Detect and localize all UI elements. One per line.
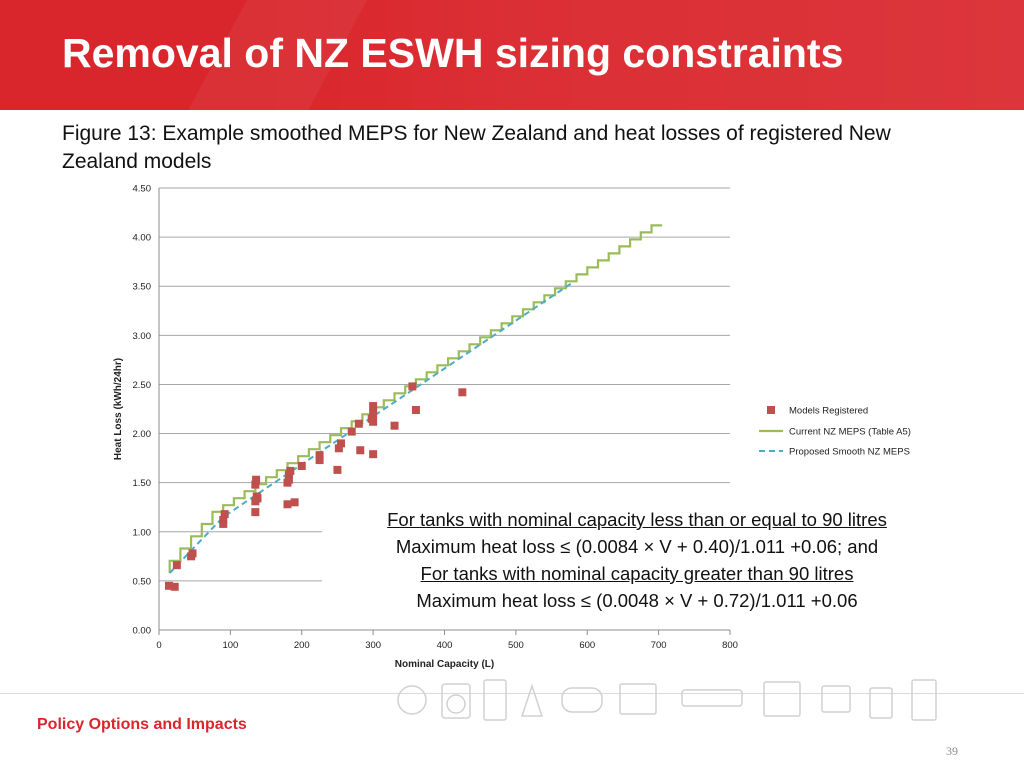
model-registered-point xyxy=(164,581,173,590)
y-tick-label: 1.50 xyxy=(133,478,152,489)
model-registered-point xyxy=(408,382,417,391)
y-tick-label: 2.50 xyxy=(133,380,152,391)
page-number: 39 xyxy=(946,744,958,758)
title-banner xyxy=(0,0,1024,110)
model-registered-point xyxy=(253,494,262,503)
figure-caption: Figure 13: Example smoothed MEPS for New… xyxy=(62,122,891,173)
footer-divider xyxy=(0,693,1024,694)
model-registered-point xyxy=(252,475,261,484)
appliance-icons-strip xyxy=(397,679,937,721)
legend-label-current: Current NZ MEPS (Table A5) xyxy=(789,427,911,438)
model-registered-point xyxy=(286,466,295,475)
model-registered-point xyxy=(188,549,197,558)
x-tick-label: 0 xyxy=(156,640,161,651)
equation-condition-small: For tanks with nominal capacity less tha… xyxy=(387,509,887,530)
heater-icon xyxy=(561,687,603,713)
model-registered-point xyxy=(390,421,399,430)
tv-icon xyxy=(619,683,657,715)
banner-appliance-pattern xyxy=(264,0,1024,110)
model-registered-point xyxy=(284,475,293,484)
x-tick-label: 500 xyxy=(508,640,524,651)
model-registered-point xyxy=(334,444,343,453)
cooker-icon xyxy=(911,679,937,721)
model-registered-point xyxy=(356,446,365,455)
model-registered-point xyxy=(297,461,306,470)
y-tick-label: 1.00 xyxy=(133,527,152,538)
x-tick-label: 200 xyxy=(294,640,310,651)
fridge-icon xyxy=(483,679,507,721)
equation-formula-small: Maximum heat loss ≤ (0.0084 × V + 0.40)/… xyxy=(395,536,879,557)
aircon-icon xyxy=(681,689,743,707)
legend-marker-models xyxy=(767,406,775,414)
model-registered-point xyxy=(219,515,228,524)
y-tick-label: 3.50 xyxy=(133,282,152,293)
globe-icon xyxy=(397,685,427,715)
legend-layer: Models Registered Current NZ MEPS (Table … xyxy=(759,406,911,458)
monitor-icon xyxy=(821,685,851,713)
y-tick-label: 2.00 xyxy=(133,429,152,440)
footer-section-label: Policy Options and Impacts xyxy=(37,716,247,733)
equation-condition-large: For tanks with nominal capacity greater … xyxy=(420,563,854,584)
x-tick-label: 100 xyxy=(222,640,238,651)
dryer-icon xyxy=(869,687,893,719)
model-registered-point xyxy=(283,500,292,509)
model-registered-point xyxy=(251,480,260,489)
y-tick-label: 3.00 xyxy=(133,331,152,342)
model-registered-point xyxy=(170,582,179,591)
model-registered-point xyxy=(354,419,363,428)
model-registered-point xyxy=(369,417,378,426)
model-registered-point xyxy=(458,388,467,397)
model-registered-point xyxy=(290,498,299,507)
x-tick-label: 600 xyxy=(579,640,595,651)
series-layer xyxy=(164,224,663,591)
model-registered-point xyxy=(172,561,181,570)
y-tick-label: 4.50 xyxy=(133,184,152,195)
y-tick-label: 4.00 xyxy=(133,233,152,244)
slide-title: Removal of NZ ESWH sizing constraints xyxy=(62,30,844,76)
model-registered-point xyxy=(369,409,378,418)
x-tick-label: 700 xyxy=(651,640,667,651)
model-registered-point xyxy=(333,465,342,474)
model-registered-point xyxy=(315,456,324,465)
model-registered-point xyxy=(337,439,346,448)
model-registered-point xyxy=(369,402,378,411)
model-registered-point xyxy=(411,405,420,414)
lamp-icon xyxy=(520,683,544,717)
y-axis-title: Heat Loss (kWh/24hr) xyxy=(113,358,124,460)
axis-layer: 0.00 0.50 1.00 1.50 2.00 2.50 3.00 3.50 4.00 4.50… xyxy=(113,184,738,671)
model-registered-point xyxy=(369,450,378,459)
meps-equation-box: For tanks with nominal capacity less tha… xyxy=(322,506,952,614)
model-registered-point xyxy=(315,451,324,460)
model-registered-point xyxy=(347,427,356,436)
oven-icon xyxy=(763,681,801,717)
x-tick-label: 800 xyxy=(722,640,738,651)
model-registered-point xyxy=(220,510,229,519)
x-tick-label: 400 xyxy=(437,640,453,651)
legend-label-models: Models Registered xyxy=(789,406,868,417)
y-tick-label: 0.50 xyxy=(133,576,152,587)
equation-formula-large: Maximum heat loss ≤ (0.0048 × V + 0.72)/… xyxy=(416,590,858,611)
washer-icon xyxy=(441,683,471,719)
legend-label-proposed: Proposed Smooth NZ MEPS xyxy=(789,447,910,458)
x-axis-title: Nominal Capacity (L) xyxy=(395,659,494,670)
x-tick-label: 300 xyxy=(365,640,381,651)
model-registered-point xyxy=(251,508,260,517)
y-tick-label: 0.00 xyxy=(133,626,152,637)
